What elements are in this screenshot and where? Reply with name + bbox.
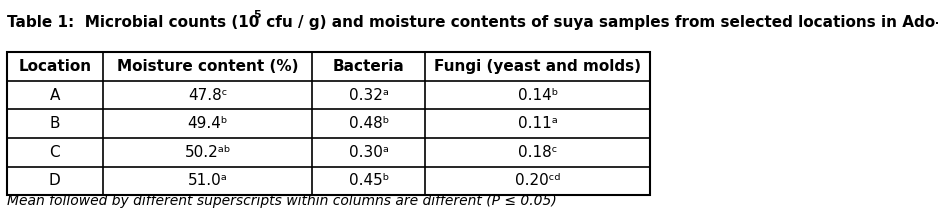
Text: D: D (49, 173, 61, 189)
Text: 0.11ᵃ: 0.11ᵃ (518, 116, 558, 131)
Text: 51.0ᵃ: 51.0ᵃ (188, 173, 228, 189)
Text: Moisture content (%): Moisture content (%) (117, 59, 298, 74)
Text: cfu / g) and moisture contents of suya samples from selected locations in Ado-Ek: cfu / g) and moisture contents of suya s… (262, 15, 938, 30)
Text: Bacteria: Bacteria (333, 59, 404, 74)
Text: 47.8ᶜ: 47.8ᶜ (189, 87, 227, 103)
Text: 0.32ᵃ: 0.32ᵃ (349, 87, 388, 103)
Text: 49.4ᵇ: 49.4ᵇ (188, 116, 228, 131)
Text: 0.18ᶜ: 0.18ᶜ (518, 145, 557, 160)
Text: 5: 5 (253, 10, 261, 20)
Text: 0.20ᶜᵈ: 0.20ᶜᵈ (515, 173, 561, 189)
Text: 0.48ᵇ: 0.48ᵇ (349, 116, 389, 131)
Text: Location: Location (19, 59, 91, 74)
Text: 50.2ᵃᵇ: 50.2ᵃᵇ (185, 145, 231, 160)
Text: 0.30ᵃ: 0.30ᵃ (349, 145, 388, 160)
Text: A: A (50, 87, 60, 103)
Text: Mean followed by different superscripts within columns are different (P ≤ 0.05): Mean followed by different superscripts … (7, 194, 556, 208)
Text: B: B (50, 116, 60, 131)
Text: Fungi (yeast and molds): Fungi (yeast and molds) (434, 59, 642, 74)
Text: 0.45ᵇ: 0.45ᵇ (349, 173, 389, 189)
Bar (7, 52, 650, 195)
Text: Table 1:  Microbial counts (10: Table 1: Microbial counts (10 (7, 15, 259, 30)
Text: C: C (50, 145, 60, 160)
Text: 0.14ᵇ: 0.14ᵇ (518, 87, 558, 103)
